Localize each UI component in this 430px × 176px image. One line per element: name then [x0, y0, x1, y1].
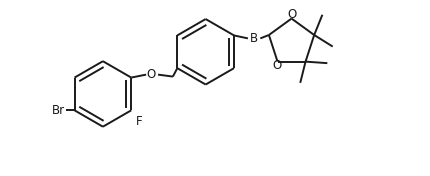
Text: O: O — [287, 8, 296, 21]
Text: B: B — [250, 32, 258, 45]
Text: Br: Br — [52, 104, 64, 117]
Text: F: F — [136, 115, 143, 128]
Text: O: O — [147, 68, 156, 81]
Text: O: O — [272, 59, 281, 72]
